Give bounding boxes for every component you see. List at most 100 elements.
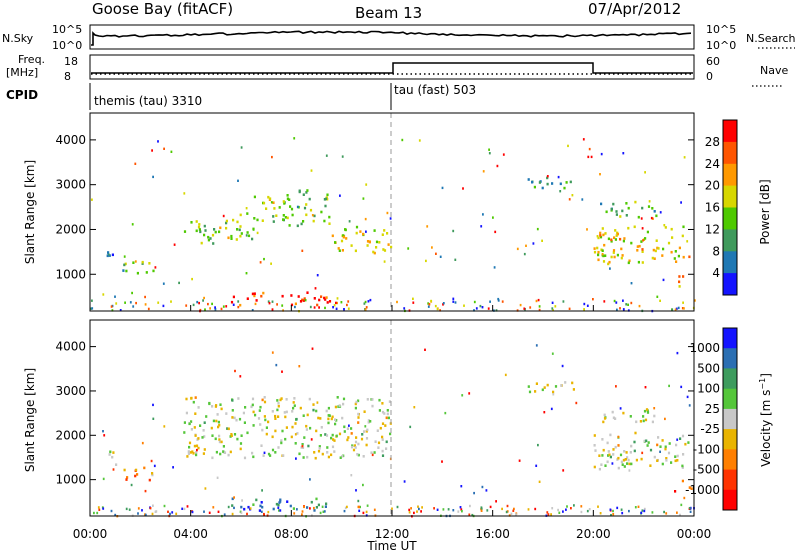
heatmap-cell: [102, 477, 105, 481]
heatmap-cell: [645, 439, 648, 443]
colorbar-tick-label: 16: [705, 201, 720, 215]
heatmap-cell: [640, 457, 643, 461]
heatmap-cell: [290, 435, 293, 439]
heatmap-cell: [191, 510, 194, 514]
heatmap-cell: [386, 211, 389, 215]
heatmap-cell: [254, 302, 257, 306]
heatmap-cell: [303, 206, 307, 210]
heatmap-cell: [151, 512, 154, 516]
heatmap-cell: [108, 254, 111, 257]
heatmap-cell: [469, 504, 471, 508]
heatmap-cell: [611, 462, 614, 465]
heatmap-cell: [388, 400, 391, 403]
heatmap-cell: [546, 511, 549, 514]
nave-tick-low: 0: [706, 70, 713, 83]
heatmap-cell: [610, 238, 613, 242]
heatmap-cell: [643, 409, 647, 413]
heatmap-cell: [350, 474, 353, 477]
heatmap-cell: [344, 506, 347, 510]
heatmap-cell: [296, 508, 298, 511]
heatmap-cell: [442, 302, 445, 305]
heatmap-cell: [620, 256, 623, 260]
heatmap-cell: [273, 207, 276, 210]
heatmap-cell: [608, 453, 611, 457]
heatmap-cell: [656, 295, 659, 298]
heatmap-cell: [366, 240, 370, 243]
heatmap-cell: [600, 202, 603, 206]
heatmap-cell: [185, 411, 188, 415]
heatmap-cell: [607, 454, 610, 457]
heatmap-cell: [662, 247, 665, 251]
heatmap-cell: [260, 510, 263, 513]
heatmap-cell: [303, 297, 306, 300]
heatmap-cell: [208, 402, 211, 406]
heatmap-cell: [609, 433, 612, 437]
heatmap-cell: [531, 180, 534, 184]
heatmap-cell: [187, 452, 190, 455]
heatmap-cell: [230, 237, 233, 240]
heatmap-cell: [641, 451, 644, 455]
heatmap-cell: [260, 501, 263, 504]
heatmap-cell: [311, 347, 314, 350]
heatmap-cell: [216, 413, 219, 416]
heatmap-cell: [301, 298, 304, 302]
heatmap-cell: [357, 412, 360, 416]
heatmap-cell: [246, 512, 248, 516]
heatmap-cell: [635, 458, 638, 462]
heatmap-cell: [304, 299, 307, 302]
heatmap-cell: [125, 478, 128, 481]
colorbar-tick-label: -100: [693, 442, 720, 456]
heatmap-cell: [211, 456, 214, 460]
heatmap-cell: [325, 502, 328, 506]
heatmap-cell: [486, 509, 489, 512]
heatmap-cell: [214, 405, 217, 408]
heatmap-cell: [97, 506, 100, 509]
heatmap-cell: [628, 469, 631, 472]
velocity-panel-frame: [89, 319, 695, 517]
heatmap-cell: [373, 508, 376, 511]
heatmap-cell: [252, 455, 255, 459]
heatmap-cell: [426, 225, 429, 228]
heatmap-cell: [378, 409, 381, 412]
heatmap-cell: [244, 406, 247, 409]
heatmap-cell: [321, 505, 324, 508]
heatmap-cell: [312, 408, 315, 412]
heatmap-cell: [246, 212, 249, 215]
heatmap-cell: [680, 201, 682, 204]
heatmap-cell: [619, 407, 622, 410]
heatmap-cell: [124, 301, 126, 304]
heatmap-cell: [253, 292, 256, 295]
heatmap-cell: [306, 189, 309, 192]
heatmap-cell: [610, 255, 613, 259]
heatmap-cell: [185, 397, 188, 401]
heatmap-cell: [310, 169, 313, 172]
heatmap-cell: [330, 417, 333, 421]
heatmap-cell: [236, 220, 239, 224]
heatmap-cell: [670, 461, 673, 464]
heatmap-cell: [689, 510, 692, 513]
heatmap-cell: [283, 202, 286, 205]
heatmap-cell: [624, 458, 627, 461]
heatmap-cell: [647, 205, 651, 208]
heatmap-cell: [149, 507, 152, 510]
heatmap-cell: [541, 186, 544, 190]
heatmap-cell: [265, 432, 268, 436]
heatmap-cell: [363, 410, 366, 413]
heatmap-cell: [640, 511, 643, 514]
heatmap-cell: [489, 300, 491, 303]
heatmap-cell: [421, 506, 423, 509]
power-scatter-cells: [90, 137, 696, 313]
heatmap-cell: [619, 453, 623, 457]
heatmap-cell: [568, 198, 571, 201]
heatmap-cell: [630, 301, 633, 305]
heatmap-cell: [375, 246, 378, 249]
colorbar-tick-label: 1000: [689, 341, 720, 355]
heatmap-cell: [114, 513, 117, 517]
heatmap-cell: [325, 434, 329, 437]
heatmap-cell: [625, 214, 628, 217]
heatmap-cell: [192, 303, 195, 307]
heatmap-cell: [676, 511, 678, 514]
heatmap-cell: [496, 164, 499, 168]
heatmap-cell: [354, 440, 358, 444]
heatmap-cell: [582, 138, 585, 141]
